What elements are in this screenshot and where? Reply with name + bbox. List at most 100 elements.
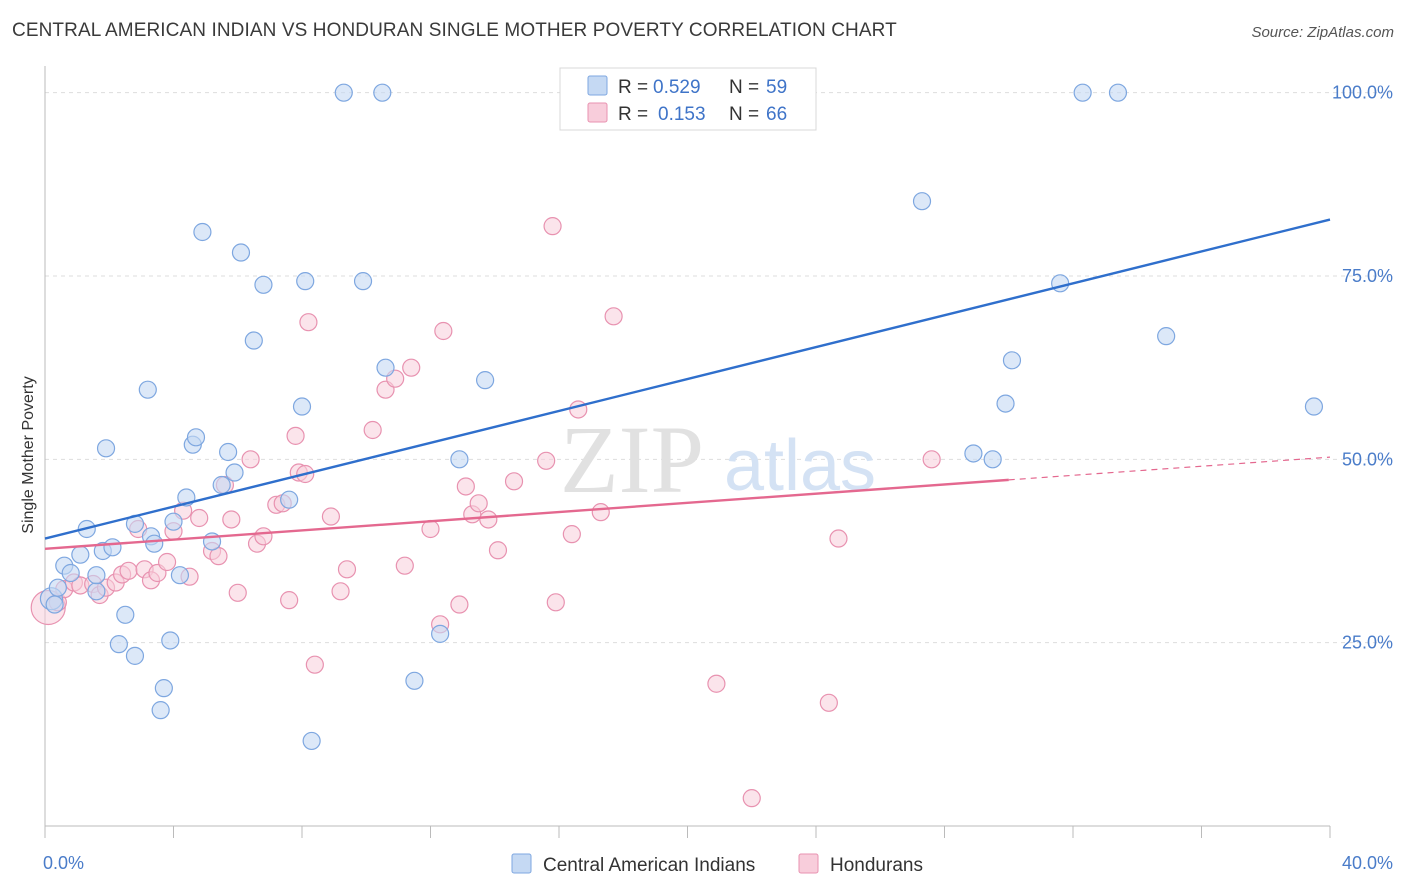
data-point-central-american-indians — [983, 450, 1002, 469]
data-point-central-american-indians — [145, 534, 164, 553]
data-point-central-american-indians — [280, 490, 299, 509]
legend-n-label: N = — [729, 77, 759, 98]
data-point-hondurans — [543, 217, 562, 236]
data-point-central-american-indians — [254, 275, 273, 294]
data-point-hondurans — [922, 450, 941, 469]
data-point-central-american-indians — [48, 578, 67, 597]
correlation-legend: R = 0.529 N = 59 R = 0.153 N = 66 — [559, 67, 817, 131]
data-point-hondurans — [604, 307, 623, 326]
grid-lines — [45, 92, 1390, 644]
data-point-hondurans — [819, 693, 838, 712]
data-point-central-american-indians — [1073, 83, 1092, 102]
data-point-hondurans — [504, 472, 524, 491]
data-point-central-american-indians — [1108, 83, 1128, 102]
data-point-hondurans — [363, 420, 382, 440]
data-point-central-american-indians — [87, 582, 106, 601]
data-point-central-american-indians — [164, 512, 183, 531]
trend-line-hondurans — [44, 478, 1009, 550]
data-point-hondurans — [222, 510, 241, 529]
data-point-hondurans — [546, 593, 565, 612]
data-point-central-american-indians — [138, 380, 157, 399]
data-point-central-american-indians — [170, 566, 190, 585]
data-point-hondurans — [280, 591, 299, 610]
data-point-central-american-indians — [353, 272, 373, 291]
data-point-central-american-indians — [212, 475, 231, 495]
data-point-central-american-indians — [1157, 327, 1176, 346]
trend-line-central-american-indians — [44, 218, 1331, 540]
data-point-central-american-indians — [125, 646, 145, 665]
y-axis-label: Single Mother Poverty — [20, 376, 37, 533]
data-point-hondurans — [591, 503, 610, 522]
y-tick-label: 25.0% — [1342, 633, 1393, 653]
central-american-indians-points — [39, 83, 1324, 751]
data-point-central-american-indians — [302, 731, 321, 751]
watermark: ZIP atlas — [560, 406, 876, 513]
data-point-central-american-indians — [376, 358, 395, 377]
data-point-hondurans — [562, 525, 581, 544]
data-point-central-american-indians — [1002, 351, 1022, 370]
data-point-hondurans — [190, 508, 209, 528]
data-point-central-american-indians — [71, 545, 90, 564]
data-point-hondurans — [395, 556, 414, 575]
data-point-hondurans — [707, 674, 726, 693]
legend-r-label: R = — [618, 77, 648, 98]
data-point-central-american-indians — [244, 331, 263, 350]
data-point-hondurans — [469, 494, 488, 513]
data-point-central-american-indians — [334, 83, 353, 102]
data-point-central-american-indians — [116, 605, 135, 624]
data-point-central-american-indians — [219, 442, 238, 462]
data-point-central-american-indians — [964, 444, 983, 463]
data-point-central-american-indians — [103, 538, 122, 557]
data-point-central-american-indians — [154, 679, 173, 698]
data-point-hondurans — [450, 595, 469, 614]
legend-label-central-american-indians: Central American Indians — [543, 855, 755, 876]
data-point-central-american-indians — [87, 566, 106, 585]
data-point-central-american-indians — [225, 463, 244, 482]
data-point-hondurans — [479, 510, 498, 529]
y-tick-label: 100.0% — [1332, 83, 1393, 103]
trend-lines — [44, 218, 1331, 550]
y-tick-label: 75.0% — [1342, 266, 1393, 286]
data-point-hondurans — [829, 529, 848, 548]
x-tick-label: 40.0% — [1342, 853, 1393, 873]
legend-swatch-blue — [587, 75, 608, 96]
data-point-hondurans — [157, 552, 177, 572]
data-point-central-american-indians — [996, 394, 1015, 413]
data-point-central-american-indians — [373, 83, 392, 102]
legend-r-label: R = — [618, 104, 648, 125]
data-point-central-american-indians — [61, 563, 80, 583]
legend-r-value: 0.153 — [658, 104, 706, 125]
hondurans-points — [30, 217, 941, 808]
data-point-central-american-indians — [109, 635, 128, 654]
data-point-central-american-indians — [405, 671, 424, 690]
data-point-central-american-indians — [450, 450, 469, 469]
legend-r-value: 0.529 — [653, 77, 701, 98]
data-point-hondurans — [228, 583, 247, 602]
data-point-hondurans — [331, 582, 350, 601]
legend-label-hondurans: Hondurans — [830, 855, 923, 876]
y-tick-label: 50.0% — [1342, 449, 1393, 469]
series-legend: Central American Indians Hondurans — [511, 853, 923, 876]
data-point-hondurans — [254, 527, 273, 546]
data-point-central-american-indians — [292, 397, 312, 416]
data-point-hondurans — [321, 507, 341, 526]
data-point-hondurans — [434, 321, 453, 341]
data-point-hondurans — [456, 477, 475, 496]
legend-n-value: 66 — [766, 104, 787, 125]
x-tick-label: 0.0% — [43, 853, 84, 873]
watermark-atlas: atlas — [724, 426, 876, 506]
legend-n-value: 59 — [766, 77, 787, 98]
legend-n-label: N = — [729, 104, 759, 125]
x-tick-labels: 0.0% 40.0% — [43, 853, 1393, 873]
data-point-central-american-indians — [1051, 274, 1070, 293]
source-credit: Source: ZipAtlas.com — [1251, 24, 1394, 41]
data-point-hondurans — [286, 426, 305, 445]
trend-line-hondurans-extension — [1008, 456, 1331, 481]
data-point-hondurans — [337, 560, 357, 579]
data-point-hondurans — [305, 655, 324, 674]
chart-title: CENTRAL AMERICAN INDIAN VS HONDURAN SING… — [12, 20, 897, 41]
data-point-hondurans — [299, 313, 318, 332]
legend-swatch-hondurans — [798, 853, 819, 874]
data-point-central-american-indians — [193, 222, 212, 242]
